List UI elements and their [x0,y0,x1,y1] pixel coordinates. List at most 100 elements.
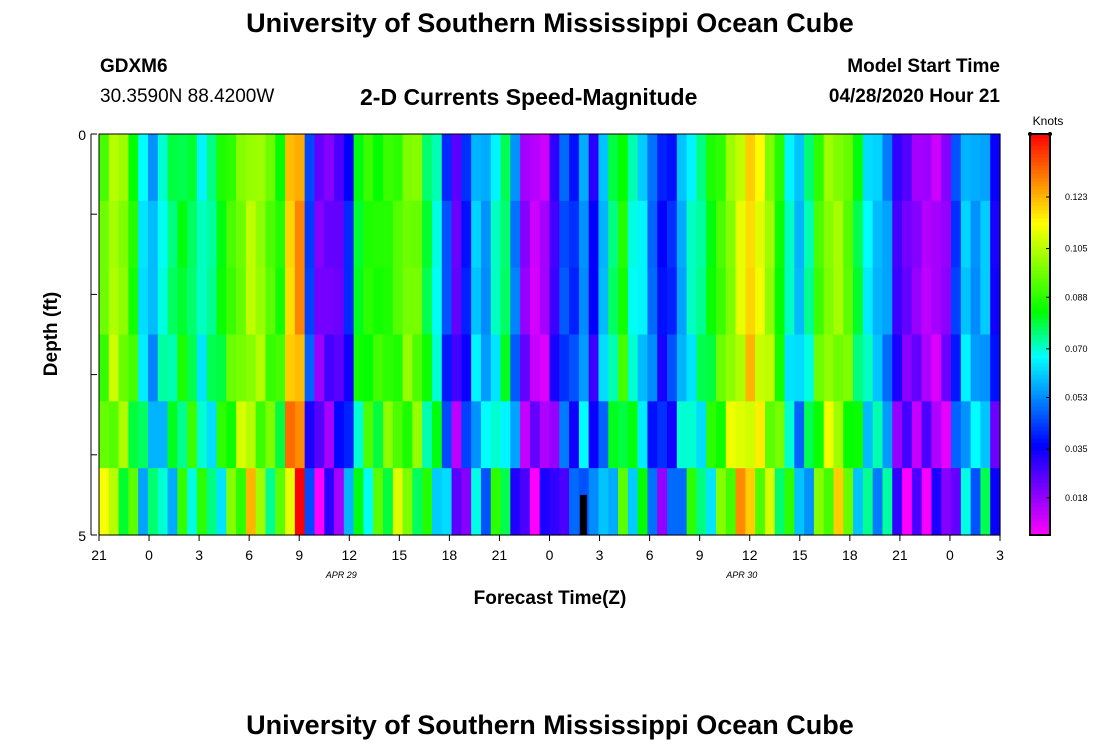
heatmap-cell [823,334,835,402]
heatmap-cell [108,200,120,269]
heatmap-cell [960,334,972,402]
heatmap-cell [784,401,795,469]
heatmap-cell [353,401,365,469]
heatmap-cell [108,401,120,469]
heatmap-cell [167,334,178,402]
heatmap-cell [412,468,423,536]
heatmap-cell [725,401,737,469]
heatmap-cell [941,200,952,269]
heatmap-cell [549,267,560,336]
colorbar-segment [1030,442,1050,448]
heatmap-cell [539,401,551,469]
colorbar-segment [1030,382,1050,388]
heatmap-cell [383,468,394,536]
heatmap-cell [833,267,844,336]
heatmap-cell [892,468,903,536]
heatmap-cell [255,401,267,469]
heatmap-cell [520,134,531,202]
colorbar-segment [1030,454,1050,460]
colorbar-segment [1030,242,1050,247]
x-tick-label: 6 [245,547,253,563]
heatmap-cell [813,134,825,202]
heatmap-cell [608,134,619,202]
heatmap-cell [921,134,933,202]
heatmap-cell [206,200,218,269]
heatmap-cell [764,267,776,336]
colorbar-segment [1030,518,1050,524]
heatmap-cell [353,200,365,269]
colorbar-segment [1030,414,1050,420]
heatmap-cell [569,468,580,536]
heatmap-cell [461,200,472,269]
heatmap-cell [294,200,306,269]
heatmap-cell [941,334,952,402]
heatmap-cell [510,134,521,202]
heatmap-cell [383,334,394,402]
heatmap-cell [715,468,727,536]
heatmap-cell [569,200,580,269]
heatmap-cell [285,334,296,402]
heatmap-cell [980,334,991,402]
heatmap-cell [480,401,492,469]
heatmap-cell [853,334,864,402]
heatmap-cell [676,401,688,469]
heatmap-cell [735,401,746,469]
colorbar-segment [1030,410,1050,416]
heatmap-cell [892,401,903,469]
heatmap-cell [735,334,746,402]
colorbar-segment [1030,270,1050,275]
heatmap-cell [275,200,286,269]
heatmap-cell [294,334,306,402]
heatmap-cell [216,267,227,336]
heatmap-cell [686,401,697,469]
heatmap-cell [960,267,972,336]
heatmap-cell [578,267,590,336]
chart-title: University of Southern Mississippi Ocean… [246,8,854,38]
heatmap-cell [725,468,737,536]
heatmap-cell [441,401,453,469]
heatmap-cell [657,334,668,402]
colorbar-segment [1030,486,1050,492]
heatmap-cell [911,468,923,536]
heatmap-cell [667,200,678,269]
heatmap-cell [402,468,413,536]
colorbar-segment [1030,482,1050,488]
heatmap-cell [431,468,443,536]
heatmap-cell [392,134,404,202]
heatmap-cell [99,401,110,469]
heatmap-cell [715,267,727,336]
heatmap-cell [627,200,639,269]
heatmap-cell [490,134,502,202]
heatmap-cell [676,134,688,202]
heatmap-cell [118,134,129,202]
heatmap-cell [784,267,795,336]
heatmap-cell [882,401,893,469]
colorbar-segment [1030,186,1050,191]
colorbar-segment [1030,178,1050,183]
heatmap-cell [774,200,786,269]
heatmap-cell [108,468,120,536]
colorbar-segment [1030,258,1050,263]
heatmap-cell [255,267,267,336]
colorbar-segment [1030,238,1050,243]
heatmap-cell [187,334,198,402]
heatmap-cell [177,334,188,402]
heatmap-cell [461,334,472,402]
x-tick-label: 0 [145,547,153,563]
heatmap-cell [363,468,374,536]
heatmap-cell [118,200,129,269]
colorbar-segment [1030,354,1050,360]
heatmap-cell [862,267,874,336]
heatmap-cell [285,468,296,536]
heatmap-cell [363,267,374,336]
heatmap-cell [539,134,551,202]
heatmap-cell [265,334,276,402]
heatmap-cell [715,134,727,202]
colorbar-segment [1030,498,1050,504]
heatmap-cell [196,401,208,469]
heatmap-cell [647,401,658,469]
colorbar-segment [1030,430,1050,436]
heatmap-cell [451,334,462,402]
colorbar-label: Knots [1033,114,1064,128]
